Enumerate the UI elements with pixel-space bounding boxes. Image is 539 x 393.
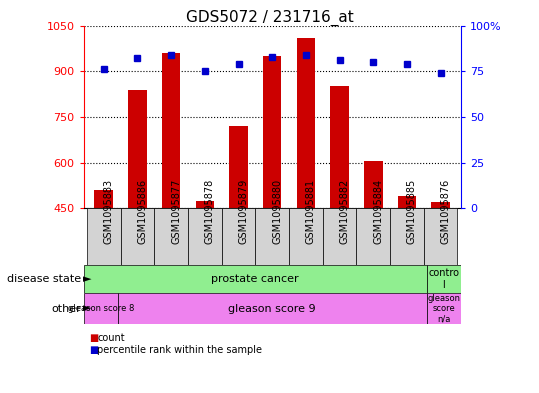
Bar — [154, 208, 188, 265]
Text: GSM1095877: GSM1095877 — [171, 178, 181, 244]
Bar — [330, 86, 349, 208]
Text: prostate cancer: prostate cancer — [211, 274, 299, 284]
Bar — [426, 293, 461, 324]
Bar — [390, 208, 424, 265]
Bar — [426, 265, 461, 293]
Bar — [128, 90, 147, 208]
Bar — [94, 190, 113, 208]
Text: other: other — [51, 303, 81, 314]
Bar — [296, 38, 315, 208]
Bar — [118, 293, 426, 324]
Text: ►: ► — [83, 274, 92, 284]
Bar — [87, 208, 121, 265]
Bar — [424, 208, 458, 265]
Bar — [398, 196, 416, 208]
Bar — [323, 208, 356, 265]
Bar — [263, 56, 281, 208]
Text: GDS5072 / 231716_at: GDS5072 / 231716_at — [185, 10, 354, 26]
Text: ►: ► — [83, 303, 92, 314]
Text: gleason score 9: gleason score 9 — [229, 303, 316, 314]
Text: GSM1095884: GSM1095884 — [373, 178, 383, 244]
Text: GSM1095886: GSM1095886 — [137, 178, 148, 244]
Bar — [431, 202, 450, 208]
Text: GSM1095882: GSM1095882 — [340, 178, 350, 244]
Text: contro
l: contro l — [428, 268, 459, 290]
Bar — [196, 201, 214, 208]
Bar — [162, 53, 181, 208]
Bar — [222, 208, 255, 265]
Text: GSM1095878: GSM1095878 — [205, 178, 215, 244]
Bar — [356, 208, 390, 265]
Bar — [188, 208, 222, 265]
Text: GSM1095885: GSM1095885 — [407, 178, 417, 244]
Text: GSM1095881: GSM1095881 — [306, 178, 316, 244]
Text: gleason score 8: gleason score 8 — [67, 304, 134, 313]
Text: percentile rank within the sample: percentile rank within the sample — [97, 345, 262, 355]
Text: ■: ■ — [89, 345, 98, 355]
Text: GSM1095880: GSM1095880 — [272, 178, 282, 244]
Text: ■: ■ — [89, 333, 98, 343]
Text: disease state: disease state — [6, 274, 81, 284]
Text: gleason
score
n/a: gleason score n/a — [427, 294, 460, 323]
Bar — [229, 126, 248, 208]
Bar — [121, 208, 154, 265]
Text: GSM1095883: GSM1095883 — [103, 178, 114, 244]
Bar — [84, 293, 118, 324]
Bar — [364, 161, 383, 208]
Bar — [255, 208, 289, 265]
Text: GSM1095876: GSM1095876 — [441, 178, 451, 244]
Text: count: count — [97, 333, 125, 343]
Text: GSM1095879: GSM1095879 — [238, 178, 248, 244]
Bar — [289, 208, 323, 265]
